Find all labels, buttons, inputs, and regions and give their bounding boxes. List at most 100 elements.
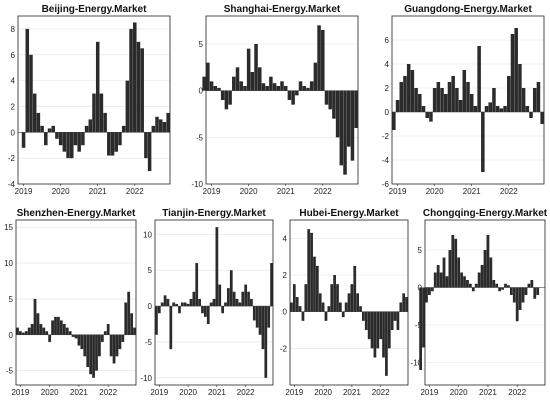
bar: [163, 295, 167, 307]
chart-panel-1: -4 -2 0 2 4 6 8 2019 2020 2021 2022 Beijing-Energy.…: [8, 4, 171, 196]
bar: [42, 327, 46, 335]
bar: [321, 30, 325, 91]
bar: [206, 62, 210, 91]
bar: [217, 87, 221, 91]
bar: [24, 331, 28, 335]
bar: [180, 302, 184, 307]
bar: [162, 121, 167, 133]
chart-panel-3: -6 -4 -2 0 2 4 6 2019 2020 2021 2022 Guangdong-Ener…: [382, 4, 545, 196]
bar: [151, 125, 156, 133]
bar: [396, 311, 400, 330]
x-tick-label: 2022: [314, 187, 332, 196]
chart-panel-5: -10 -5 0 5 10 2019 2020 2021 2022 Tianjin-Energy.…: [140, 208, 274, 397]
bar: [451, 76, 455, 112]
y-tick-label: 4: [11, 77, 16, 86]
bar: [492, 280, 496, 288]
bar: [432, 88, 437, 112]
bar: [221, 306, 224, 314]
bar: [32, 93, 37, 133]
bar: [77, 132, 81, 152]
y-tick-label: 5: [199, 40, 204, 49]
x-tick-label: 2020: [179, 388, 197, 397]
bar: [524, 287, 528, 295]
bar: [270, 263, 273, 307]
bar: [521, 287, 525, 303]
bar: [189, 298, 193, 307]
bar: [321, 302, 325, 312]
bar: [250, 72, 255, 91]
x-tick-label: 2020: [314, 388, 332, 397]
y-tick-label: -10: [191, 180, 203, 189]
bar: [36, 313, 40, 335]
bar: [81, 132, 85, 146]
bar: [540, 112, 544, 124]
y-tick-label: 15: [4, 223, 13, 232]
bar: [530, 280, 534, 288]
bar: [518, 287, 522, 310]
bar: [466, 280, 469, 288]
bar: [21, 332, 25, 335]
bar: [71, 334, 75, 337]
bar: [313, 62, 318, 91]
bar: [246, 48, 251, 91]
bar: [298, 306, 302, 312]
x-tick-label: 2021: [343, 388, 361, 397]
bar: [201, 306, 204, 314]
bar: [328, 90, 332, 110]
bar: [112, 334, 116, 364]
bar: [343, 90, 347, 175]
bar: [306, 87, 310, 91]
bar: [354, 90, 358, 128]
bar: [336, 284, 339, 312]
bar: [130, 313, 133, 335]
bar: [399, 82, 404, 112]
bar: [509, 287, 513, 295]
bar: [458, 100, 463, 112]
bar: [488, 102, 492, 112]
bar: [422, 287, 425, 348]
bar: [62, 132, 67, 152]
bar: [44, 132, 48, 146]
bar: [220, 90, 225, 100]
y-tick-label: -4: [382, 156, 390, 165]
bar: [218, 284, 222, 307]
bar: [30, 324, 34, 335]
bar: [136, 41, 141, 133]
bar: [110, 132, 115, 156]
bar: [261, 83, 266, 91]
chart-title: Beijing-Energy.Market: [42, 4, 148, 15]
bar: [339, 302, 342, 312]
bar: [103, 331, 107, 335]
bar: [224, 90, 229, 110]
bar: [480, 265, 484, 288]
x-tick-label: 2022: [99, 388, 117, 397]
plot-frame: [154, 219, 274, 386]
bar: [100, 334, 104, 342]
bar: [499, 108, 504, 112]
bar: [269, 76, 273, 91]
bar: [332, 90, 336, 119]
bar: [264, 306, 268, 378]
bar: [103, 112, 107, 133]
x-tick-label: 2021: [70, 388, 88, 397]
bar: [341, 311, 345, 318]
bar: [373, 311, 377, 358]
y-tick-label: 4: [385, 60, 390, 69]
bar: [178, 306, 181, 314]
plot-frame: [17, 15, 171, 185]
bar: [89, 334, 93, 375]
y-tick-label: 6: [385, 36, 390, 45]
bar: [144, 132, 148, 159]
bar: [239, 81, 243, 91]
y-tick-label: 2: [385, 84, 390, 93]
y-tick-label: -2: [8, 154, 16, 163]
y-tick-label: 8: [11, 25, 16, 34]
bar: [313, 256, 316, 312]
bar: [129, 28, 133, 133]
y-tick-label: -10: [410, 359, 422, 368]
bar: [280, 81, 284, 91]
x-tick-label: 2020: [240, 187, 258, 196]
bar: [477, 272, 481, 288]
bar: [292, 284, 296, 312]
bar: [250, 298, 253, 307]
